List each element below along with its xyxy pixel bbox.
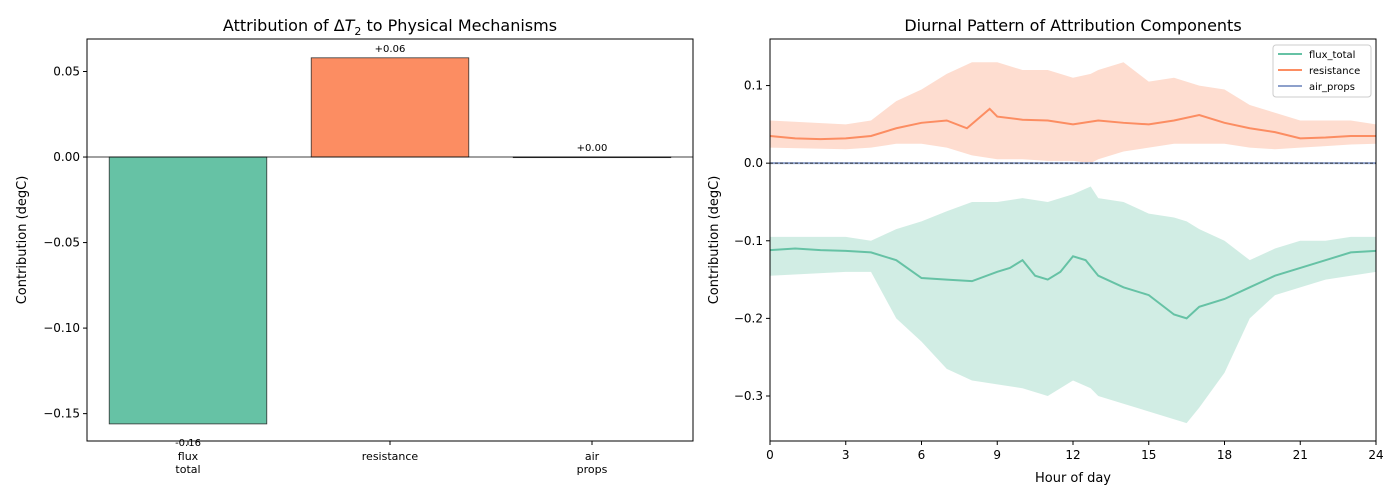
x-tick-label: 12 (1065, 448, 1080, 462)
y-tick-label: 0.05 (53, 65, 80, 79)
flux_total-line (769, 247, 1377, 320)
x-tick-label: 24 (1368, 448, 1383, 462)
y-tick-label: 0.00 (53, 150, 80, 164)
bar-y-axis-label: Contribution (degC) (15, 176, 30, 305)
bar-chart: Attribution of ΔT2 to Physical Mechanism… (15, 16, 694, 476)
x-tick-label: flux (178, 450, 199, 463)
line-x-axis-label: Hour of day (1035, 471, 1111, 486)
x-tick-label: air (585, 450, 600, 463)
x-tick-label: 18 (1217, 448, 1232, 462)
x-tick-label: props (577, 463, 608, 476)
y-tick-label: 0.1 (744, 79, 763, 93)
line-chart-title: Diurnal Pattern of Attribution Component… (904, 16, 1241, 35)
bar-1 (310, 57, 470, 158)
x-tick-label: 0 (766, 448, 774, 462)
y-tick-label: −0.2 (734, 311, 763, 325)
legend-box (1272, 44, 1372, 98)
y-tick-label: −0.10 (43, 321, 80, 335)
legend: flux_total resistance air_props (1272, 44, 1372, 98)
y-tick-label: −0.3 (734, 389, 763, 403)
y-tick-label: 0.0 (744, 156, 763, 170)
flux_total-band (770, 186, 1376, 424)
legend-label-flux_total: flux_total (1309, 50, 1355, 61)
x-tick-label: 3 (842, 448, 850, 462)
x-tick-label: 21 (1293, 448, 1308, 462)
resistance-line (769, 107, 1376, 141)
y-tick-label: −0.05 (43, 236, 80, 250)
legend-label-resistance: resistance (1309, 66, 1360, 77)
legend-label-air_props: air_props (1309, 82, 1355, 93)
bar-data-label: +0.06 (375, 44, 406, 55)
bar-data-label: +0.00 (577, 143, 608, 154)
x-tick-label: 6 (918, 448, 926, 462)
line-chart: Diurnal Pattern of Attribution Component… (707, 16, 1384, 486)
y-tick-label: −0.15 (43, 407, 80, 421)
x-tick-label: 9 (993, 448, 1001, 462)
x-tick-label: 15 (1141, 448, 1156, 462)
y-tick-label: −0.1 (734, 234, 763, 248)
x-tick-label: resistance (362, 450, 419, 463)
bar-0 (108, 156, 268, 425)
x-tick-label: total (175, 463, 200, 476)
axes-frame (769, 38, 1377, 442)
resistance-band (770, 62, 1376, 164)
line-y-axis-label: Contribution (degC) (707, 176, 722, 305)
bar-chart-title: Attribution of ΔT2 to Physical Mechanism… (223, 16, 557, 38)
axes-frame (86, 38, 694, 442)
